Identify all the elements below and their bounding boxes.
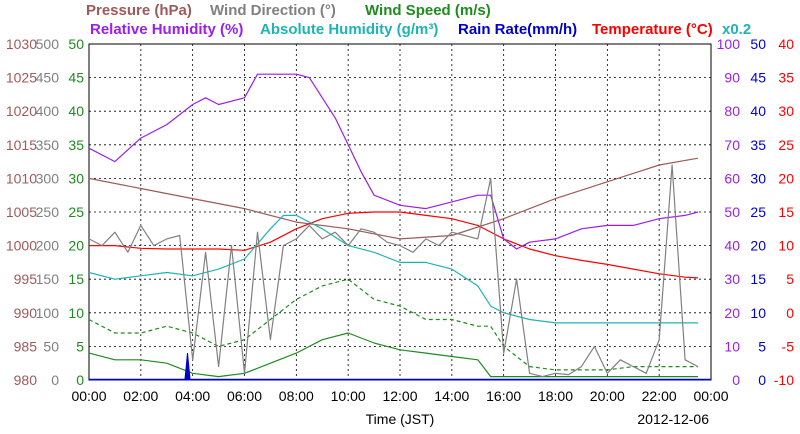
temperature-tick-label: 20 xyxy=(778,170,794,186)
wind-direction-tick-label: 150 xyxy=(36,271,60,287)
series-line-wind-speed-m-s xyxy=(88,332,698,378)
x-axis-label: Time (JST) xyxy=(366,411,435,427)
wind-speed-tick-label: 40 xyxy=(68,103,84,119)
wind-direction-tick-label: 350 xyxy=(36,137,60,153)
humidity-tick-label: 20 xyxy=(724,305,740,321)
wind-direction-tick-label: 450 xyxy=(36,70,60,86)
x-tick-label: 06:00 xyxy=(227,388,262,404)
pressure-tick-label: 1010 xyxy=(6,170,37,186)
wind-speed-tick-label: 10 xyxy=(68,305,84,321)
pressure-tick-label: 1015 xyxy=(6,137,37,153)
x-tick-label: 00:00 xyxy=(71,388,106,404)
rain-rate-tick-label: 30 xyxy=(750,170,766,186)
pressure-tick-label: 980 xyxy=(14,372,38,388)
rain-rate-tick-label: 5 xyxy=(758,338,766,354)
humidity-tick-label: 10 xyxy=(724,338,740,354)
series-line-temperature-c xyxy=(89,211,699,279)
temperature-tick-label: -10 xyxy=(774,372,794,388)
pressure-tick-label: 1005 xyxy=(6,204,37,220)
series-line-wind-direction xyxy=(88,164,699,378)
humidity-tick-label: 70 xyxy=(724,137,740,153)
wind-speed-tick-label: 15 xyxy=(68,271,84,287)
legend-title: Wind Direction (°) xyxy=(210,2,336,19)
x-tick-label: 10:00 xyxy=(331,388,366,404)
x-tick-label: 18:00 xyxy=(538,388,573,404)
series-line-pressure-hpa xyxy=(88,157,699,240)
wind-speed-tick-label: 30 xyxy=(68,170,84,186)
wind-speed-tick-label: 35 xyxy=(68,137,84,153)
rain-rate-tick-label: 25 xyxy=(750,204,766,220)
wind-direction-tick-label: 200 xyxy=(36,238,60,254)
temperature-tick-label: 0 xyxy=(786,305,794,321)
humidity-tick-label: 40 xyxy=(724,238,740,254)
date-label: 2012-12-06 xyxy=(637,411,709,427)
humidity-tick-label: 80 xyxy=(724,103,740,119)
wind-direction-tick-label: 400 xyxy=(36,103,60,119)
wind-direction-tick-label: 300 xyxy=(36,170,60,186)
pressure-tick-label: 1000 xyxy=(6,238,37,254)
humidity-tick-label: 60 xyxy=(724,170,740,186)
humidity-tick-label: 30 xyxy=(724,271,740,287)
legend-title: Rain Rate(mm/h) xyxy=(458,21,577,38)
rain-rate-tick-label: 0 xyxy=(758,372,766,388)
rain-rate-tick-label: 40 xyxy=(750,103,766,119)
pressure-tick-label: 985 xyxy=(14,338,38,354)
legend-title: Relative Humidity (%) xyxy=(90,21,243,38)
humidity-tick-label: 50 xyxy=(724,204,740,220)
wind-speed-tick-label: 20 xyxy=(68,238,84,254)
wind-speed-tick-label: 0 xyxy=(76,372,84,388)
series-line-wind-speed-gust-m-s xyxy=(88,278,698,371)
wind-direction-tick-label: 500 xyxy=(36,36,60,52)
wind-direction-tick-label: 50 xyxy=(43,338,59,354)
x-tick-label: 14:00 xyxy=(434,388,469,404)
legend-title: Absolute Humidity (g/m³) xyxy=(260,21,438,38)
rain-rate-tick-label: 50 xyxy=(750,36,766,52)
temperature-tick-label: 35 xyxy=(778,70,794,86)
temperature-tick-label: -5 xyxy=(782,338,795,354)
series-line-relative-humidity xyxy=(88,73,699,250)
rain-rate-tick-label: 20 xyxy=(750,238,766,254)
rain-rate-tick-label: 10 xyxy=(750,305,766,321)
rain-rate-tick-label: 15 xyxy=(750,271,766,287)
x-tick-label: 12:00 xyxy=(382,388,417,404)
rain-rate-tick-label: 35 xyxy=(750,137,766,153)
x-tick-label: 02:00 xyxy=(123,388,158,404)
pressure-tick-label: 990 xyxy=(14,305,38,321)
rain-rate-tick-label: 45 xyxy=(750,70,766,86)
wind-speed-tick-label: 25 xyxy=(68,204,84,220)
wind-direction-tick-label: 250 xyxy=(36,204,60,220)
temperature-tick-label: 40 xyxy=(778,36,794,52)
humidity-tick-label: 90 xyxy=(724,70,740,86)
legend-title: Pressure (hPa) xyxy=(86,2,192,19)
wind-speed-tick-label: 50 xyxy=(68,36,84,52)
pressure-tick-label: 1030 xyxy=(6,36,37,52)
x-tick-label: 20:00 xyxy=(590,388,625,404)
legend-title: Temperature (°C) xyxy=(592,21,713,38)
humidity-tick-label: 100 xyxy=(717,36,741,52)
x-tick-label: 16:00 xyxy=(486,388,521,404)
humidity-tick-label: 0 xyxy=(732,372,740,388)
pressure-tick-label: 1020 xyxy=(6,103,37,119)
wind-speed-tick-label: 5 xyxy=(76,338,84,354)
x-tick-label: 22:00 xyxy=(642,388,677,404)
pressure-tick-label: 995 xyxy=(14,271,38,287)
multiplier-note: x0.2 xyxy=(722,21,751,38)
temperature-tick-label: 5 xyxy=(786,271,794,287)
wind-direction-tick-label: 0 xyxy=(51,372,59,388)
x-tick-label: 00:00 xyxy=(693,388,728,404)
temperature-tick-label: 25 xyxy=(778,137,794,153)
x-tick-label: 08:00 xyxy=(279,388,314,404)
x-tick-label: 04:00 xyxy=(175,388,210,404)
temperature-tick-label: 30 xyxy=(778,103,794,119)
temperature-tick-label: 15 xyxy=(778,204,794,220)
temperature-tick-label: 10 xyxy=(778,238,794,254)
wind-direction-tick-label: 100 xyxy=(36,305,60,321)
pressure-tick-label: 1025 xyxy=(6,70,37,86)
wind-speed-tick-label: 45 xyxy=(68,70,84,86)
legend-title: Wind Speed (m/s) xyxy=(365,2,491,19)
series-line-absolute-humidity-g-m-x0-2 xyxy=(88,214,698,324)
